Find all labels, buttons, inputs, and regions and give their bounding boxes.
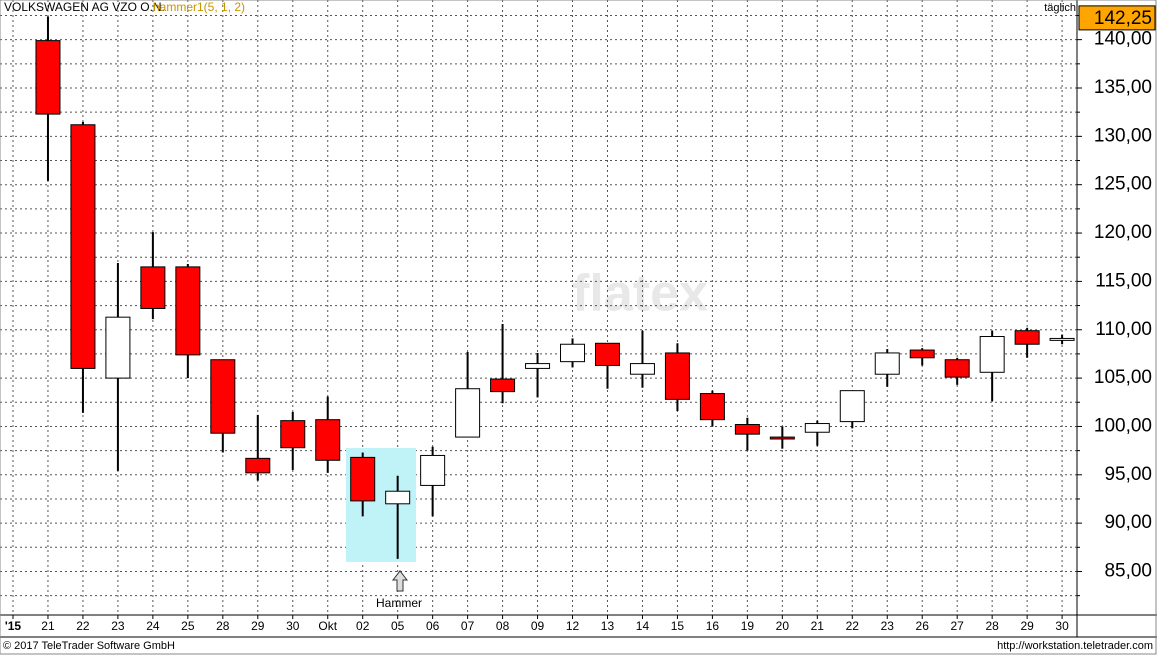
candle-body [140, 266, 166, 309]
source-url: http://workstation.teletrader.com [997, 640, 1153, 652]
y-tick-label: 115,00 [1095, 270, 1152, 291]
y-tick-label: 110,00 [1095, 319, 1152, 340]
annotation: Hammer [376, 596, 422, 610]
x-tick-label: 29 [251, 619, 265, 633]
x-tick-label: 08 [496, 619, 510, 633]
candle-body [1049, 337, 1075, 341]
candle-body [455, 388, 481, 438]
chart-title: VOLKSWAGEN AG VZO O.N. [4, 0, 165, 14]
annotation-arrow [391, 570, 409, 592]
x-tick-label: 24 [146, 619, 160, 633]
watermark: flatex [572, 265, 708, 323]
candle-body [839, 390, 865, 423]
candle-body [70, 124, 96, 369]
x-tick-label: 19 [741, 619, 755, 633]
x-tick-label: 30 [286, 619, 300, 633]
x-tick-label: 23 [881, 619, 895, 633]
candle-body [629, 363, 655, 375]
candle-body [594, 342, 620, 367]
x-tick-label: 09 [531, 619, 545, 633]
x-tick-label: 02 [356, 619, 370, 633]
candle-body [874, 352, 900, 375]
x-tick-label: 15 [671, 619, 685, 633]
x-tick-label: 16 [706, 619, 720, 633]
candle-body [560, 343, 586, 363]
last-price-box [1078, 5, 1156, 31]
candle-body [350, 456, 376, 502]
x-tick-label: 14 [636, 619, 650, 633]
x-tick-label: 30 [1055, 619, 1069, 633]
x-tick-label: 28 [216, 619, 230, 633]
candle-body [210, 359, 236, 434]
x-tick-label: 25 [181, 619, 195, 633]
candle-body [769, 436, 795, 440]
x-tick-label: 22 [846, 619, 860, 633]
y-tick-label: 125,00 [1094, 174, 1152, 195]
candle-body [664, 352, 690, 400]
x-tick-label: 21 [41, 619, 55, 633]
y-tick-label: 120,00 [1094, 222, 1152, 243]
y-tick-label: 100,00 [1094, 415, 1152, 436]
y-tick-label: 105,00 [1094, 367, 1152, 388]
y-tick-label: 95,00 [1104, 464, 1152, 485]
y-tick-label: 135,00 [1094, 77, 1152, 98]
period: täglich [1044, 2, 1076, 14]
x-tick-label: 22 [76, 619, 90, 633]
candle-body [699, 393, 725, 421]
candle-body [979, 336, 1005, 373]
x-tick-label: 23 [111, 619, 125, 633]
candle-body [35, 40, 61, 115]
candle-body [734, 424, 760, 435]
candle-body [175, 266, 201, 356]
candle-body [944, 359, 970, 378]
copyright: © 2017 TeleTrader Software GmbH [3, 640, 175, 652]
y-tick-label: 140,00 [1094, 29, 1152, 50]
candle-body [280, 420, 306, 449]
last-price-label: 142,25 [1094, 8, 1152, 29]
candle-body [1014, 330, 1040, 345]
candle-body [315, 419, 341, 461]
candle-body [385, 490, 411, 505]
x-tick-label: 21 [811, 619, 825, 633]
x-tick-label: 27 [951, 619, 965, 633]
x-tick-label: 05 [391, 619, 405, 633]
x-tick-label: 13 [601, 619, 615, 633]
x-tick-label: 06 [426, 619, 440, 633]
x-tick-label: '15 [5, 619, 22, 633]
x-tick-label: 20 [776, 619, 790, 633]
x-tick-label: Okt [318, 619, 337, 633]
candle-body [804, 423, 830, 433]
candle-body [525, 363, 551, 369]
candle-body [490, 378, 516, 393]
x-tick-label: 12 [566, 619, 580, 633]
candle-body [245, 457, 271, 474]
x-tick-label: 29 [1020, 619, 1034, 633]
candle-body [105, 316, 131, 379]
y-tick-label: 85,00 [1104, 561, 1152, 582]
candle-body [420, 454, 446, 486]
x-tick-label: 26 [916, 619, 930, 633]
y-tick-label: 90,00 [1104, 512, 1152, 533]
indicator: hammer1(5, 1, 2) [153, 0, 245, 14]
x-tick-label: 28 [985, 619, 999, 633]
candle-body [909, 349, 935, 359]
x-tick-label: 07 [461, 619, 475, 633]
y-tick-label: 130,00 [1094, 125, 1152, 146]
